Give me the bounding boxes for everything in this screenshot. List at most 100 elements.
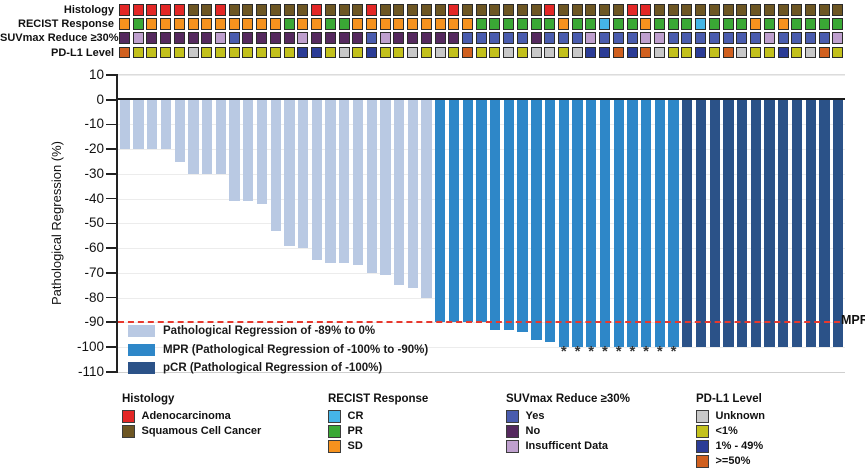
track-cell-unk <box>407 46 419 59</box>
annotation-tracks: Histology RECIST Response SUVmax Reduce ≥3… <box>0 4 865 61</box>
track-cell-scc <box>791 4 803 16</box>
track-cell-sd <box>173 18 185 30</box>
legend-label: Unknown <box>715 410 766 422</box>
tick-label: -70 <box>84 264 104 280</box>
track-cell-yes <box>736 32 748 44</box>
track-cell-pr <box>585 18 597 30</box>
waterfall-bar <box>188 100 199 174</box>
waterfall-bar <box>435 100 446 323</box>
tick-mark <box>106 74 117 76</box>
track-cell-scc <box>228 4 240 16</box>
track-cell-lt1 <box>242 46 254 59</box>
track-cell-p1_49 <box>695 46 707 59</box>
waterfall-bar <box>709 100 720 347</box>
track-cell-pr <box>626 18 638 30</box>
track-cell-unk <box>530 46 542 59</box>
track-cell-cr <box>599 18 611 30</box>
waterfall-bar <box>298 100 309 249</box>
track-cell-no <box>242 32 254 44</box>
track-cell-scc <box>558 4 569 16</box>
track-cell-lt1 <box>228 46 240 59</box>
waterfall-bar <box>352 100 364 266</box>
legend-item-pr: PR <box>328 424 428 439</box>
track-cell-p1_49 <box>585 46 597 59</box>
waterfall-bar <box>682 100 693 347</box>
tick-mark <box>106 296 117 299</box>
track-cell-sd <box>228 18 240 30</box>
track-cell-yes <box>777 32 789 44</box>
waterfall-bar <box>270 100 281 231</box>
legend-group-recist: RECIST Response CR PR SD <box>328 393 428 454</box>
waterfall-bar <box>819 100 830 347</box>
waterfall-bar <box>256 100 268 204</box>
legend-swatch-ins <box>506 440 519 453</box>
track-cell-yes <box>544 32 556 44</box>
track-cell-lt1 <box>420 46 432 59</box>
asterisk-mark: * <box>574 343 581 360</box>
legend-item-ins: Insufficent Data <box>506 439 630 454</box>
track-row-suvmax: SUVmax Reduce ≥30% <box>0 32 865 44</box>
asterisk-mark: * <box>602 343 608 360</box>
track-cell-yes <box>475 32 487 44</box>
asterisk-mark: * <box>615 343 622 360</box>
track-cell-sd <box>461 18 473 30</box>
legend-swatch-pr <box>328 425 341 438</box>
track-label-suvmax: SUVmax Reduce ≥30% <box>0 32 119 45</box>
waterfall-bar <box>640 100 652 347</box>
waterfall-bar <box>517 100 528 333</box>
tick-label: -20 <box>84 141 104 157</box>
track-cell-pr <box>832 18 844 30</box>
track-cell-scc <box>489 4 501 16</box>
legend-swatch-sd <box>328 440 341 453</box>
waterfall-bar <box>119 100 130 150</box>
legend-swatch-p1_49 <box>696 440 709 453</box>
track-cell-yes <box>708 32 720 44</box>
track-cell-unk <box>736 46 748 59</box>
track-cell-yes <box>722 32 734 44</box>
track-cell-sd <box>393 18 405 30</box>
track-cell-lt1 <box>269 46 281 59</box>
tick-mark <box>106 370 117 373</box>
track-cell-sd <box>269 18 281 30</box>
tick-mark <box>106 197 117 200</box>
track-cell-lt1 <box>146 46 158 59</box>
track-cell-pr <box>667 18 679 30</box>
legend-label: Adenocarcinoma <box>141 410 231 422</box>
waterfall-bar <box>476 100 487 323</box>
legend-item-adc: Adenocarcinoma <box>122 409 261 424</box>
track-cell-yes <box>695 32 707 44</box>
waterfall-bar <box>366 100 377 273</box>
track-cell-ins <box>379 32 391 44</box>
waterfall-bar <box>695 100 707 347</box>
track-cell-lt1 <box>667 46 679 59</box>
track-cell-no <box>160 32 172 44</box>
track-cell-scc <box>763 4 775 16</box>
track-cell-no <box>311 32 323 44</box>
track-cell-sd <box>242 18 254 30</box>
tick-label: -50 <box>84 215 104 231</box>
track-cell-pr <box>516 18 528 30</box>
track-cell-ins <box>215 32 227 44</box>
legend-swatch-no <box>506 425 519 438</box>
waterfall-bar <box>778 100 789 347</box>
track-cell-sd <box>434 18 446 30</box>
waterfall-bar <box>448 100 460 323</box>
legend-label: <1% <box>715 425 738 437</box>
legend-item-ge50: >=50% <box>696 454 765 469</box>
track-cell-adc <box>215 4 227 16</box>
legend-item-unk: Unknown <box>696 409 765 424</box>
y-axis-spine <box>116 74 118 373</box>
track-cell-scc <box>324 4 336 16</box>
track-cell-ins <box>654 32 666 44</box>
track-cell-lt1 <box>201 46 213 59</box>
track-cell-scc <box>708 4 720 16</box>
track-cell-scc <box>269 4 281 16</box>
waterfall-bar <box>503 100 515 330</box>
waterfall-bar <box>613 100 624 347</box>
plot-top-border <box>118 74 845 75</box>
track-cell-yes <box>750 32 762 44</box>
waterfall-bar <box>311 100 323 261</box>
tick-label: -60 <box>84 240 104 256</box>
track-cell-lt1 <box>256 46 268 59</box>
track-cell-adc <box>626 4 638 16</box>
